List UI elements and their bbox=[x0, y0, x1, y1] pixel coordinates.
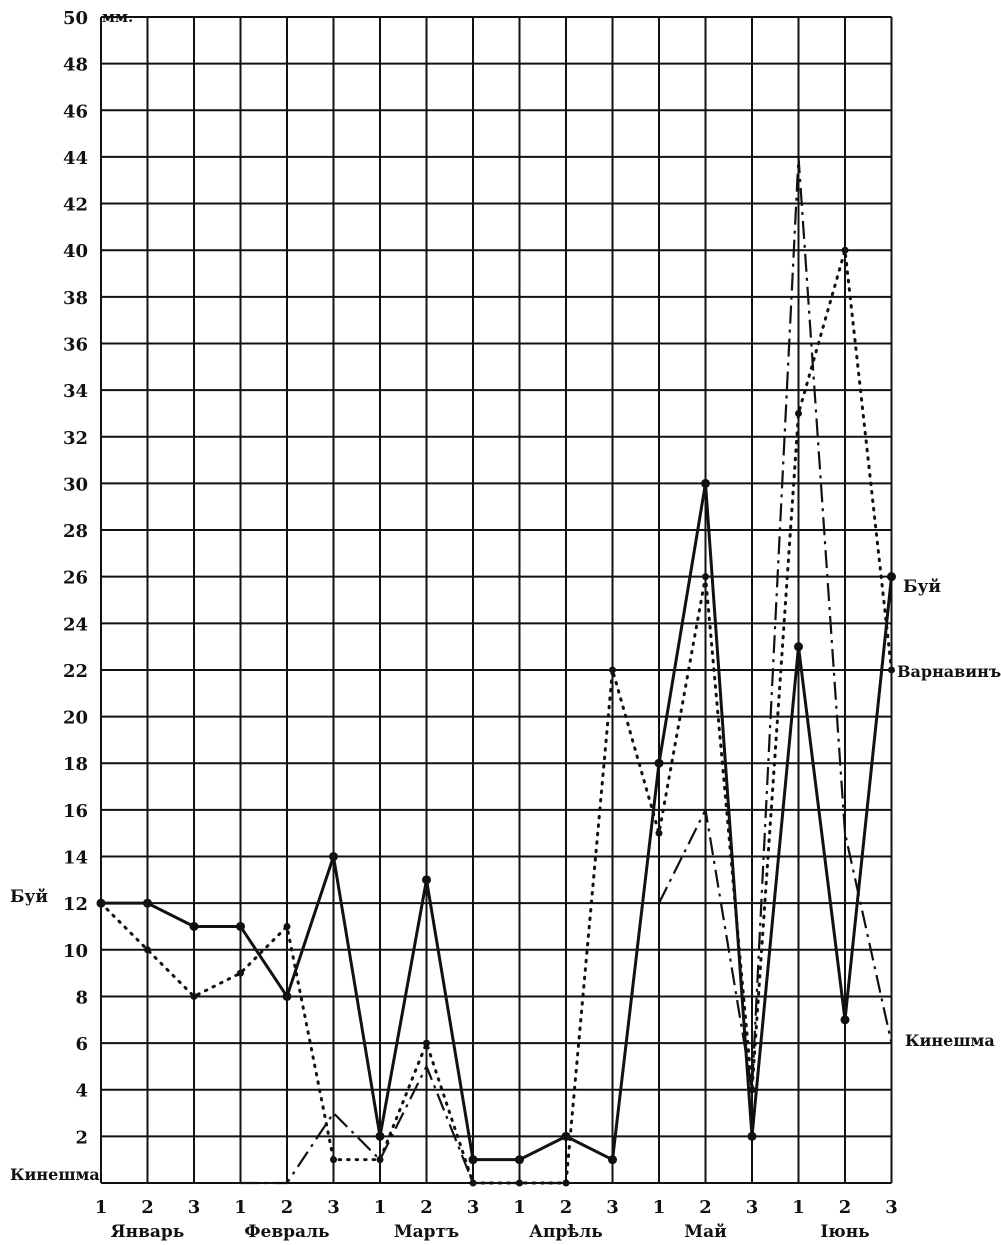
y-tick-label: 36 bbox=[63, 334, 88, 355]
data-point bbox=[469, 1179, 477, 1187]
data-point bbox=[887, 572, 896, 582]
data-point bbox=[329, 852, 338, 862]
x-tick-label: 3 bbox=[606, 1197, 619, 1218]
x-tick-label: 1 bbox=[95, 1197, 108, 1218]
x-tick-label: 3 bbox=[188, 1197, 201, 1218]
y-tick-label: 42 bbox=[63, 195, 88, 216]
chart-grid bbox=[100, 16, 893, 1184]
y-tick-label: 8 bbox=[75, 987, 88, 1008]
y-tick-label: 30 bbox=[63, 474, 88, 495]
data-point bbox=[190, 992, 198, 1000]
x-tick-label: 1 bbox=[653, 1197, 666, 1218]
series-layer bbox=[96, 155, 896, 1187]
x-tick-label: 2 bbox=[281, 1197, 294, 1218]
data-point bbox=[330, 1156, 337, 1164]
y-tick-label: 44 bbox=[63, 148, 88, 169]
data-point bbox=[701, 478, 710, 488]
y-tick-label: 46 bbox=[63, 101, 88, 122]
x-tick-label: 3 bbox=[467, 1197, 480, 1218]
month-label: Апрѣль bbox=[529, 1222, 603, 1242]
x-tick-label: 1 bbox=[374, 1197, 387, 1218]
y-tick-label: 24 bbox=[63, 614, 88, 635]
data-point bbox=[609, 666, 616, 674]
data-point bbox=[375, 1131, 385, 1141]
series-2 bbox=[240, 155, 893, 1185]
x-tick-label: 2 bbox=[699, 1197, 712, 1218]
unit-label: мм. bbox=[102, 8, 133, 26]
x-tick-label: 3 bbox=[327, 1197, 340, 1218]
y-tick-label: 10 bbox=[63, 941, 88, 962]
x-tick-label: 2 bbox=[839, 1197, 852, 1218]
left-label-kineshma: Кинешма bbox=[10, 1165, 100, 1184]
y-tick-label: 6 bbox=[75, 1034, 88, 1055]
data-point bbox=[283, 922, 291, 930]
y-tick-label: 14 bbox=[63, 848, 88, 869]
month-label: Февраль bbox=[244, 1222, 329, 1242]
x-tick-label: 1 bbox=[513, 1197, 526, 1218]
data-point bbox=[655, 829, 663, 837]
data-point bbox=[189, 921, 199, 931]
data-point bbox=[515, 1155, 524, 1165]
series-0 bbox=[96, 478, 896, 1165]
data-point bbox=[97, 899, 105, 907]
data-point bbox=[794, 642, 803, 652]
y-tick-label: 38 bbox=[63, 288, 88, 309]
series-line bbox=[240, 1065, 566, 1185]
data-point bbox=[144, 946, 151, 954]
data-point bbox=[747, 1131, 757, 1141]
data-point bbox=[423, 1039, 430, 1047]
y-tick-label: 26 bbox=[63, 568, 88, 589]
data-point bbox=[654, 758, 664, 768]
y-tick-label: 4 bbox=[75, 1081, 88, 1102]
text-layer: мм. Буй Кинешма Буй Варнавинъ Кинешма 24… bbox=[10, 8, 1001, 1242]
data-point bbox=[237, 969, 244, 977]
y-tick-label: 50 bbox=[63, 8, 88, 29]
left-label-buy: Буй bbox=[10, 887, 48, 907]
data-point bbox=[608, 1155, 617, 1165]
data-point bbox=[702, 573, 709, 581]
y-tick-label: 22 bbox=[63, 661, 88, 682]
month-label: Январь bbox=[111, 1222, 185, 1242]
data-point bbox=[888, 666, 895, 674]
y-tick-label: 20 bbox=[63, 708, 88, 729]
y-tick-label: 32 bbox=[63, 428, 88, 449]
y-tick-label: 18 bbox=[63, 754, 88, 775]
data-point bbox=[468, 1155, 478, 1165]
x-tick-label: 3 bbox=[885, 1197, 898, 1218]
right-label-kineshma: Кинешма bbox=[905, 1031, 995, 1050]
y-tick-label: 2 bbox=[75, 1127, 88, 1148]
y-tick-label: 12 bbox=[63, 894, 88, 915]
series-1 bbox=[97, 246, 895, 1187]
x-tick-label: 2 bbox=[141, 1197, 154, 1218]
data-point bbox=[561, 1131, 571, 1141]
y-tick-label: 34 bbox=[63, 381, 88, 402]
data-point bbox=[236, 921, 245, 931]
data-point bbox=[422, 875, 431, 885]
x-tick-label: 1 bbox=[792, 1197, 805, 1218]
x-tick-label: 2 bbox=[560, 1197, 573, 1218]
y-tick-label: 16 bbox=[63, 801, 88, 822]
series-line bbox=[99, 248, 893, 1185]
data-point bbox=[840, 1015, 850, 1025]
series-line bbox=[101, 481, 893, 1162]
data-point bbox=[282, 991, 292, 1001]
month-label: Май bbox=[684, 1222, 727, 1242]
y-tick-label: 48 bbox=[63, 55, 88, 76]
x-tick-label: 1 bbox=[234, 1197, 247, 1218]
x-tick-label: 3 bbox=[746, 1197, 759, 1218]
right-label-varnavin: Варнавинъ bbox=[897, 662, 1001, 681]
data-point bbox=[795, 409, 802, 417]
x-tick-label: 2 bbox=[420, 1197, 433, 1218]
y-tick-label: 40 bbox=[63, 241, 88, 262]
data-point bbox=[841, 246, 849, 254]
month-label: Мартъ bbox=[394, 1222, 459, 1242]
month-label: Іюнь bbox=[820, 1222, 869, 1242]
y-tick-label: 28 bbox=[63, 521, 88, 542]
right-label-buy: Буй bbox=[903, 577, 941, 597]
data-point bbox=[143, 898, 152, 908]
